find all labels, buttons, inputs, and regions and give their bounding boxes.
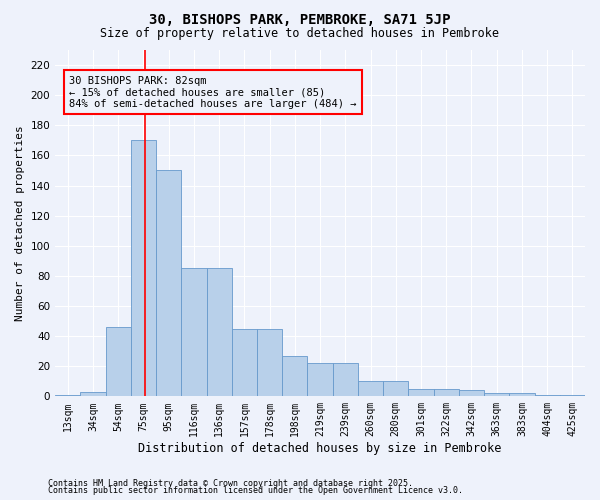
Bar — [257, 328, 282, 396]
Bar — [509, 394, 535, 396]
Text: Contains public sector information licensed under the Open Government Licence v3: Contains public sector information licen… — [48, 486, 463, 495]
Bar — [409, 389, 434, 396]
Bar — [181, 268, 206, 396]
Text: 30, BISHOPS PARK, PEMBROKE, SA71 5JP: 30, BISHOPS PARK, PEMBROKE, SA71 5JP — [149, 12, 451, 26]
Bar — [80, 392, 106, 396]
Bar — [332, 363, 358, 396]
Bar — [358, 382, 383, 396]
Bar — [55, 395, 80, 396]
Bar — [131, 140, 156, 396]
Bar — [156, 170, 181, 396]
Bar — [560, 395, 585, 396]
Text: Size of property relative to detached houses in Pembroke: Size of property relative to detached ho… — [101, 28, 499, 40]
Bar — [106, 327, 131, 396]
Bar — [459, 390, 484, 396]
Text: 30 BISHOPS PARK: 82sqm
← 15% of detached houses are smaller (85)
84% of semi-det: 30 BISHOPS PARK: 82sqm ← 15% of detached… — [69, 76, 356, 109]
Bar — [232, 328, 257, 396]
Bar — [282, 356, 307, 397]
Bar — [206, 268, 232, 396]
Y-axis label: Number of detached properties: Number of detached properties — [15, 126, 25, 321]
X-axis label: Distribution of detached houses by size in Pembroke: Distribution of detached houses by size … — [139, 442, 502, 455]
Bar — [484, 394, 509, 396]
Text: Contains HM Land Registry data © Crown copyright and database right 2025.: Contains HM Land Registry data © Crown c… — [48, 478, 413, 488]
Bar — [307, 363, 332, 396]
Bar — [434, 389, 459, 396]
Bar — [535, 395, 560, 396]
Bar — [383, 382, 409, 396]
